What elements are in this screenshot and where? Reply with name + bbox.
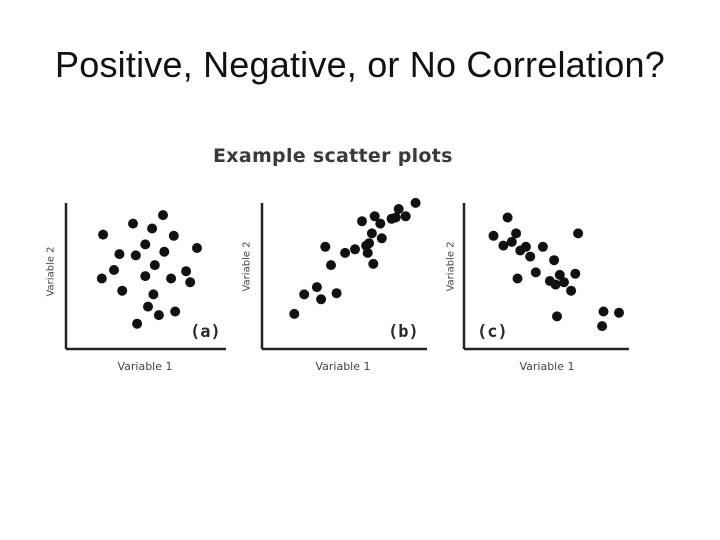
data-point-b-7 bbox=[340, 247, 351, 258]
figure-title: Example scatter plots bbox=[213, 145, 453, 167]
data-point-c-12 bbox=[554, 269, 565, 280]
data-point-c-9 bbox=[530, 267, 541, 278]
data-point-b-4 bbox=[326, 260, 336, 271]
data-point-a-7 bbox=[159, 246, 170, 257]
panel-label-b: (b) bbox=[388, 322, 419, 342]
x-axis-label-c: Variable 1 bbox=[519, 360, 575, 373]
data-point-a-0 bbox=[98, 229, 109, 240]
data-point-b-0 bbox=[289, 308, 300, 319]
data-point-c-7 bbox=[525, 251, 536, 262]
data-point-c-16 bbox=[573, 228, 584, 239]
data-point-b-3 bbox=[316, 294, 327, 305]
data-point-c-17 bbox=[550, 279, 561, 290]
data-point-c-18 bbox=[512, 273, 523, 284]
data-point-c-20 bbox=[598, 306, 609, 317]
data-point-a-4 bbox=[168, 230, 179, 241]
y-axis-label-b: Variable 2 bbox=[241, 241, 253, 292]
data-point-c-19 bbox=[552, 311, 562, 322]
data-point-b-11 bbox=[375, 218, 386, 229]
data-point-b-21 bbox=[400, 211, 411, 222]
data-point-c-21 bbox=[614, 307, 624, 318]
data-point-a-10 bbox=[109, 265, 119, 275]
data-point-b-2 bbox=[311, 282, 322, 293]
data-point-c-1 bbox=[498, 240, 509, 251]
data-point-b-20 bbox=[364, 238, 375, 249]
data-point-b-15 bbox=[393, 204, 404, 214]
data-point-b-6 bbox=[320, 241, 331, 252]
data-point-b-8 bbox=[350, 244, 360, 255]
data-point-a-3 bbox=[147, 223, 158, 234]
data-point-a-11 bbox=[149, 260, 160, 271]
data-point-b-17 bbox=[369, 211, 380, 222]
data-point-c-14 bbox=[570, 268, 581, 279]
data-point-b-5 bbox=[331, 288, 342, 299]
data-point-a-21 bbox=[153, 310, 164, 321]
data-point-a-13 bbox=[96, 273, 107, 284]
data-point-c-8 bbox=[537, 241, 548, 252]
x-axis-label-a: Variable 1 bbox=[117, 360, 173, 373]
scatter-points-c bbox=[488, 212, 624, 332]
data-point-a-2 bbox=[158, 210, 168, 221]
data-point-b-10 bbox=[366, 228, 377, 239]
data-point-b-18 bbox=[368, 258, 379, 269]
data-point-c-6 bbox=[511, 228, 522, 239]
data-point-c-0 bbox=[488, 230, 499, 241]
scatter-plot-b bbox=[260, 197, 427, 351]
data-point-b-12 bbox=[376, 233, 387, 244]
y-axis-label-c: Variable 2 bbox=[445, 241, 457, 292]
data-point-c-15 bbox=[566, 285, 577, 296]
data-point-c-22 bbox=[597, 321, 608, 332]
data-point-b-14 bbox=[390, 212, 401, 223]
data-point-a-22 bbox=[132, 318, 143, 329]
x-axis-label-b: Variable 1 bbox=[315, 360, 371, 373]
panel-label-a: (a) bbox=[190, 322, 221, 342]
scatter-plot-c bbox=[462, 203, 629, 351]
scatter-points-b bbox=[289, 197, 421, 319]
data-point-a-5 bbox=[114, 249, 125, 260]
data-point-c-2 bbox=[506, 236, 517, 247]
data-point-c-4 bbox=[520, 241, 531, 252]
data-point-b-22 bbox=[410, 197, 421, 208]
data-point-a-6 bbox=[140, 239, 151, 250]
data-point-a-19 bbox=[143, 301, 153, 312]
panel-label-c: (c) bbox=[477, 322, 508, 342]
scatter-plot-a bbox=[64, 203, 226, 351]
y-axis-label-a: Variable 2 bbox=[45, 246, 57, 297]
data-point-c-5 bbox=[502, 212, 513, 223]
data-point-a-17 bbox=[117, 285, 128, 296]
slide-title: Positive, Negative, or No Correlation? bbox=[55, 44, 665, 85]
data-point-c-13 bbox=[559, 277, 569, 288]
data-point-a-8 bbox=[192, 243, 202, 253]
data-point-a-18 bbox=[148, 289, 159, 300]
data-point-a-14 bbox=[140, 271, 151, 282]
data-point-a-1 bbox=[128, 218, 138, 229]
data-point-a-16 bbox=[185, 277, 196, 288]
data-point-a-9 bbox=[130, 250, 141, 261]
data-point-b-1 bbox=[299, 289, 310, 300]
data-point-b-16 bbox=[357, 216, 367, 227]
data-point-c-10 bbox=[549, 255, 560, 266]
data-point-a-20 bbox=[170, 306, 181, 317]
data-point-b-19 bbox=[362, 247, 373, 258]
scatter-points-a bbox=[96, 210, 202, 329]
data-point-a-12 bbox=[181, 266, 192, 277]
data-point-a-15 bbox=[166, 273, 177, 284]
